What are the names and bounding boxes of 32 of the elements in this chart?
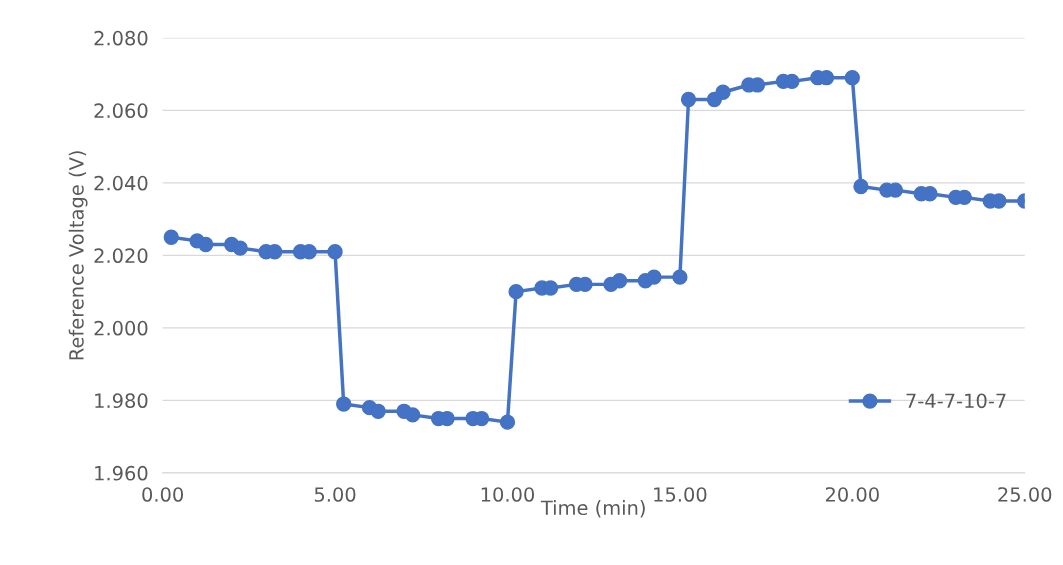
point: [680, 91, 697, 108]
y-axis-title: Reference Voltage (V): [68, 151, 88, 360]
y-tick-label: 2.020: [94, 248, 148, 264]
point: [672, 269, 688, 285]
point: [611, 273, 628, 289]
x-axis-title: Time (min): [540, 500, 645, 518]
point: [370, 403, 386, 419]
point: [327, 244, 343, 260]
point: [499, 414, 516, 430]
x-tick-label: 5.00: [314, 487, 356, 502]
x-tick-label: 0.00: [142, 487, 183, 502]
point: [405, 407, 421, 423]
y-tick-label: 2.060: [94, 103, 148, 119]
x-tick-label: 10.00: [481, 487, 535, 502]
point: [853, 178, 869, 195]
point: [232, 240, 248, 256]
y-tick-label: 2.000: [94, 320, 148, 336]
y-tick-label: 1.960: [95, 465, 148, 481]
x-tick-label: 25.00: [998, 487, 1052, 502]
y-tick-label: 1.980: [95, 393, 148, 409]
point: [508, 283, 524, 300]
y-tick-label: 2.040: [94, 175, 148, 191]
point: [844, 70, 860, 86]
x-tick-label: 15.00: [654, 487, 707, 502]
point: [646, 269, 662, 285]
point: [715, 84, 731, 100]
point: [163, 229, 179, 245]
legend-label: 7-4-7-10-7: [906, 393, 1006, 409]
point: [198, 236, 214, 253]
point: [336, 396, 352, 412]
x-tick-label: 20.00: [825, 487, 879, 502]
y-tick-label: 2.080: [94, 30, 148, 46]
